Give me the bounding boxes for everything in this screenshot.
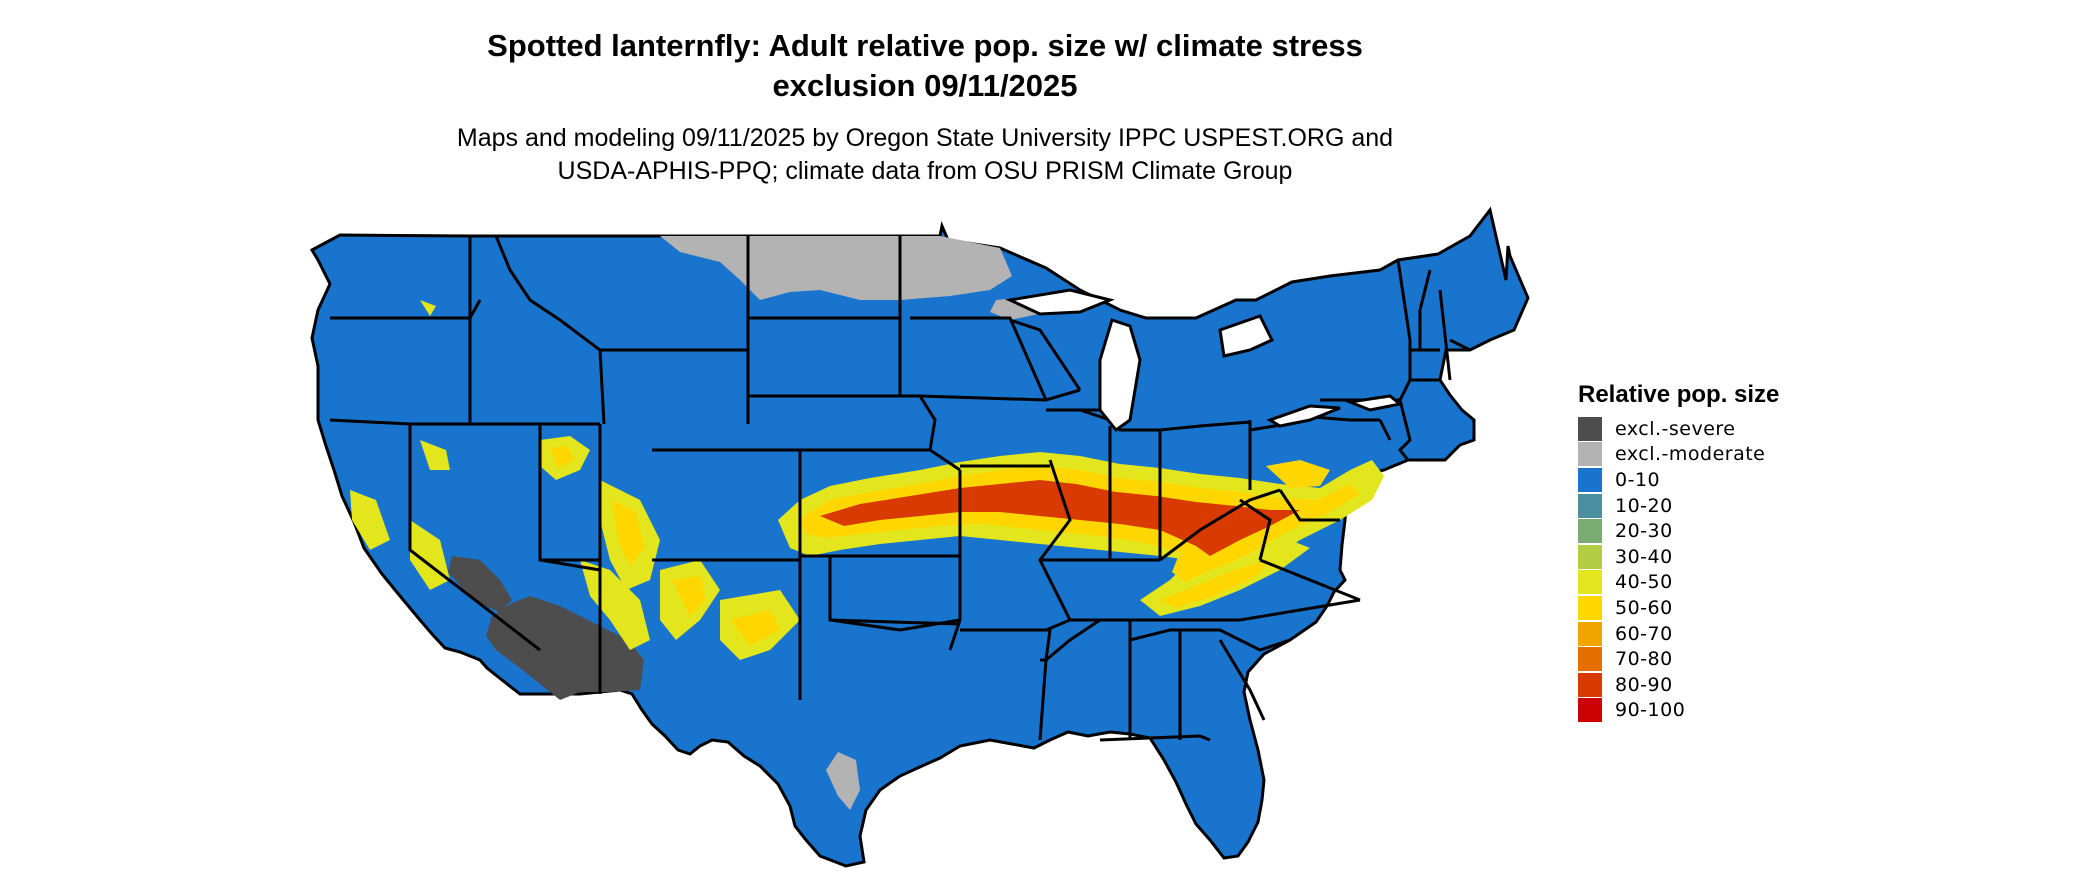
map-subtitle-line-2: USDA-APHIS-PPQ; climate data from OSU PR… [557, 157, 1293, 185]
legend-item: 70-80 [1578, 646, 1898, 672]
western-suitability-patches [350, 300, 800, 660]
legend-swatch [1578, 621, 1602, 646]
legend-label: 20-30 [1615, 520, 1673, 543]
legend-swatch [1578, 493, 1602, 518]
legend-item: 40-50 [1578, 570, 1898, 596]
great-lakes [1004, 288, 1404, 433]
legend-label: 0-10 [1615, 468, 1661, 491]
legend-label: 60-70 [1615, 622, 1673, 645]
map-title-line-2: exclusion 09/11/2025 [772, 68, 1078, 103]
legend-swatch [1578, 570, 1602, 595]
legend-swatch [1578, 416, 1602, 441]
state-boundaries [329, 235, 1471, 742]
central-high-suitability-band [778, 452, 1384, 616]
legend-title: Relative pop. size [1578, 381, 1780, 408]
legend-label: excl.-moderate [1615, 443, 1766, 466]
legend-item: 50-60 [1578, 595, 1898, 621]
legend-label: 90-100 [1615, 699, 1686, 722]
legend-swatch [1578, 442, 1602, 467]
map-legend: Relative pop. size excl.-severe excl.-mod… [1578, 380, 1898, 723]
legend-swatch [1578, 672, 1602, 697]
map-title-line-1: Spotted lanternfly: Adult relative pop. … [487, 28, 1363, 63]
legend-item: excl.-severe [1578, 416, 1898, 442]
legend-swatch [1578, 647, 1602, 672]
legend-item: 30-40 [1578, 544, 1898, 570]
legend-label: 30-40 [1615, 545, 1673, 568]
legend-item: 80-90 [1578, 672, 1898, 698]
legend-items: excl.-severe excl.-moderate 0-10 10-20 20-30… [1578, 416, 1898, 723]
legend-swatch [1578, 544, 1602, 569]
legend-swatch [1578, 698, 1602, 723]
legend-item: 20-30 [1578, 518, 1898, 544]
legend-swatch [1578, 595, 1602, 620]
legend-item: 10-20 [1578, 493, 1898, 519]
legend-item: excl.-moderate [1578, 442, 1898, 468]
legend-label: 50-60 [1615, 596, 1673, 619]
legend-swatch [1578, 467, 1602, 492]
map-subtitle-line-1: Maps and modeling 09/11/2025 by Oregon S… [456, 124, 1394, 152]
legend-item: 90-100 [1578, 698, 1898, 724]
legend-item: 0-10 [1578, 467, 1898, 493]
legend-swatch [1578, 519, 1602, 544]
legend-label: 40-50 [1615, 571, 1673, 594]
legend-label: 10-20 [1615, 494, 1673, 517]
exclusion-severe-areas [448, 556, 644, 700]
legend-label: 80-90 [1615, 673, 1673, 696]
legend-label: excl.-severe [1615, 417, 1736, 440]
legend-label: 70-80 [1615, 648, 1673, 671]
legend-item: 60-70 [1578, 621, 1898, 647]
